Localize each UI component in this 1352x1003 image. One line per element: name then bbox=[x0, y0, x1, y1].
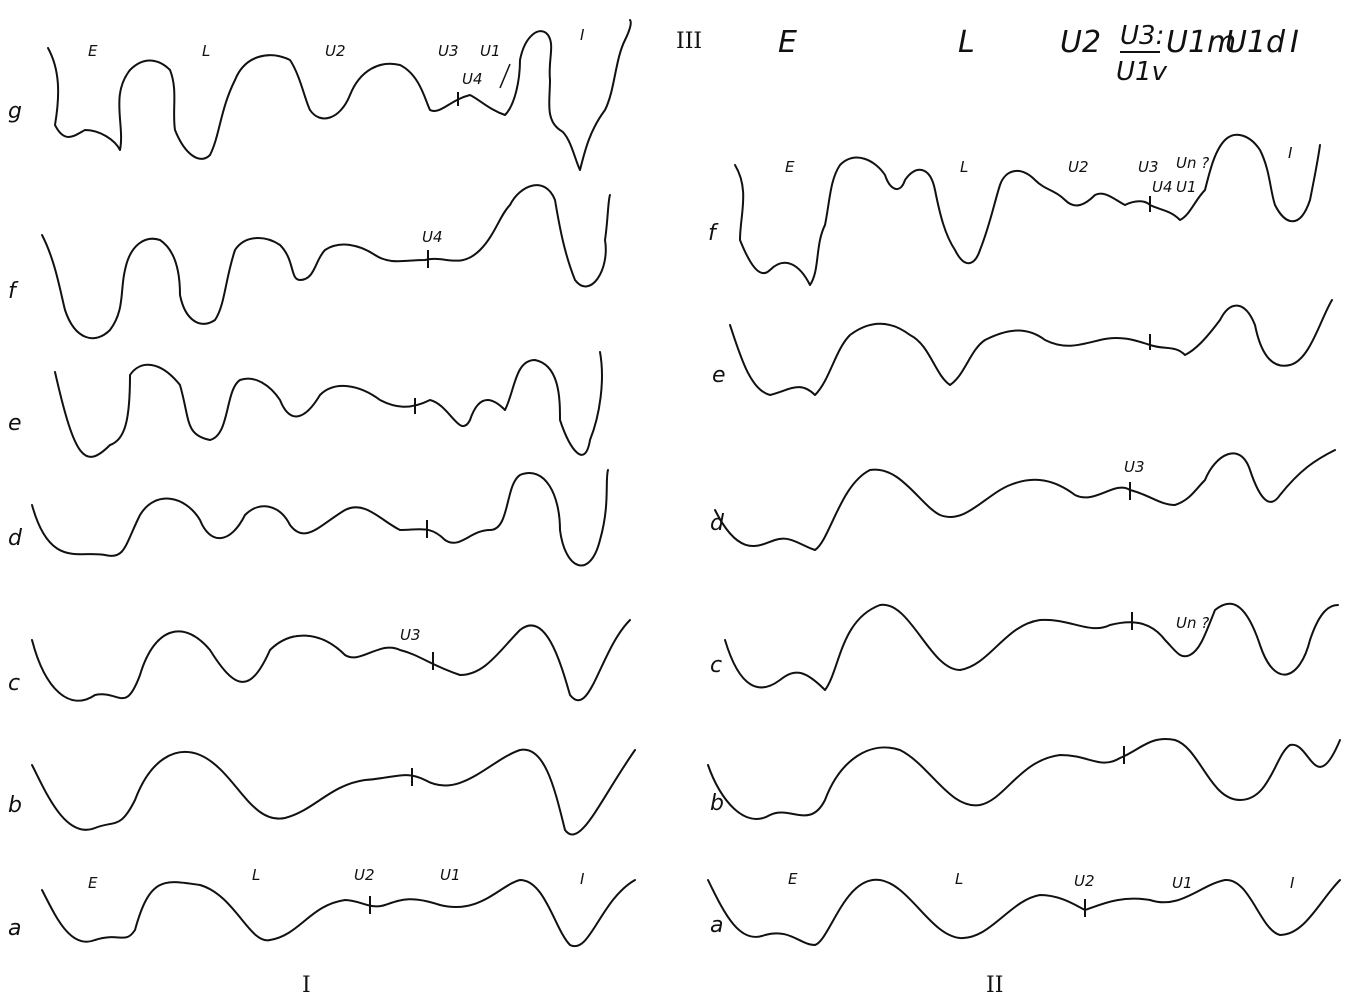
panel-1-curves bbox=[31, 19, 636, 948]
label-U1: U1 bbox=[480, 42, 501, 60]
label-L: L bbox=[252, 866, 260, 884]
label-U3-d: U3 bbox=[1124, 458, 1145, 476]
right-curve-a bbox=[707, 878, 1341, 946]
label-U4-f: U4 bbox=[422, 228, 443, 246]
row-label-c-right: c bbox=[710, 653, 722, 678]
row-label-a: a bbox=[8, 916, 21, 941]
right-a-labels: E L U2 U1 I bbox=[788, 870, 1295, 892]
row-label-d: d bbox=[8, 526, 23, 551]
pointer-line bbox=[499, 63, 511, 89]
suture-tick-marks bbox=[369, 92, 1151, 917]
panel-label-III: III bbox=[676, 29, 702, 54]
right-curve-c bbox=[724, 602, 1339, 691]
left-curve-a bbox=[41, 879, 636, 948]
legend-top: E L U2 U3: U1v U1m U1d I bbox=[778, 21, 1299, 87]
label-L: L bbox=[202, 42, 210, 60]
row-label-e-right: e bbox=[712, 363, 726, 388]
right-f-labels: E L U2 U3 Un ? U4 U1 I bbox=[785, 144, 1293, 196]
label-U3: U3 bbox=[1138, 158, 1159, 176]
left-curve-d bbox=[31, 469, 609, 567]
legend-U1v: U1v bbox=[1116, 57, 1168, 87]
label-E: E bbox=[785, 158, 795, 176]
left-curve-g bbox=[47, 19, 632, 171]
legend-U2: U2 bbox=[1060, 25, 1101, 60]
label-U4: U4 bbox=[462, 70, 483, 88]
label-I: I bbox=[580, 26, 585, 44]
panel-label-II: II bbox=[986, 973, 1003, 998]
label-E: E bbox=[88, 874, 98, 892]
label-U2: U2 bbox=[354, 866, 375, 884]
label-U2: U2 bbox=[1074, 872, 1095, 890]
label-U4: U4 bbox=[1152, 178, 1173, 196]
row-label-c: c bbox=[8, 671, 20, 696]
right-curve-d bbox=[714, 449, 1336, 551]
right-curve-e bbox=[729, 299, 1333, 396]
label-I: I bbox=[1288, 144, 1293, 162]
left-g-labels: E L U2 U3 U1 U4 I bbox=[88, 26, 585, 89]
row-label-g: g bbox=[8, 99, 22, 124]
label-U1: U1 bbox=[1176, 178, 1197, 196]
row-label-d-right: d bbox=[710, 511, 725, 536]
legend-U1m: U1m bbox=[1166, 25, 1236, 60]
legend-L: L bbox=[958, 25, 975, 60]
label-U2: U2 bbox=[325, 42, 346, 60]
legend-U3: U3: bbox=[1120, 21, 1164, 51]
label-I: I bbox=[1290, 874, 1295, 892]
right-curve-b bbox=[707, 738, 1341, 820]
label-U3: U3 bbox=[438, 42, 459, 60]
label-Un-c: Un ? bbox=[1176, 614, 1209, 632]
row-labels-right: f e d c b a bbox=[708, 221, 726, 938]
row-label-b: b bbox=[8, 793, 22, 818]
legend-I: I bbox=[1290, 25, 1299, 60]
row-label-a-right: a bbox=[710, 913, 723, 938]
label-U1: U1 bbox=[1172, 874, 1193, 892]
label-U3-c: U3 bbox=[400, 626, 421, 644]
row-label-e: e bbox=[8, 411, 22, 436]
left-a-labels: E L U2 U1 I bbox=[88, 866, 585, 892]
label-L: L bbox=[960, 158, 968, 176]
label-I: I bbox=[580, 870, 585, 888]
row-label-f: f bbox=[8, 279, 19, 304]
label-Un: Un ? bbox=[1176, 154, 1209, 172]
label-E: E bbox=[788, 870, 798, 888]
legend-E: E bbox=[778, 25, 797, 60]
left-curve-f bbox=[41, 184, 611, 340]
panel-label-I: I bbox=[302, 973, 311, 998]
label-E: E bbox=[88, 42, 98, 60]
left-curve-e bbox=[54, 351, 603, 458]
legend-U1d: U1d bbox=[1225, 25, 1286, 60]
label-L: L bbox=[955, 870, 963, 888]
row-label-f-right: f bbox=[708, 221, 719, 246]
left-curve-c bbox=[31, 619, 631, 702]
panel-2-curves bbox=[707, 133, 1341, 946]
left-curve-b bbox=[31, 748, 636, 836]
label-U2: U2 bbox=[1068, 158, 1089, 176]
row-labels-left: g f e d c b a bbox=[8, 99, 23, 941]
right-curve-f bbox=[734, 133, 1321, 286]
row-label-b-right: b bbox=[710, 791, 724, 816]
label-U1: U1 bbox=[440, 866, 461, 884]
